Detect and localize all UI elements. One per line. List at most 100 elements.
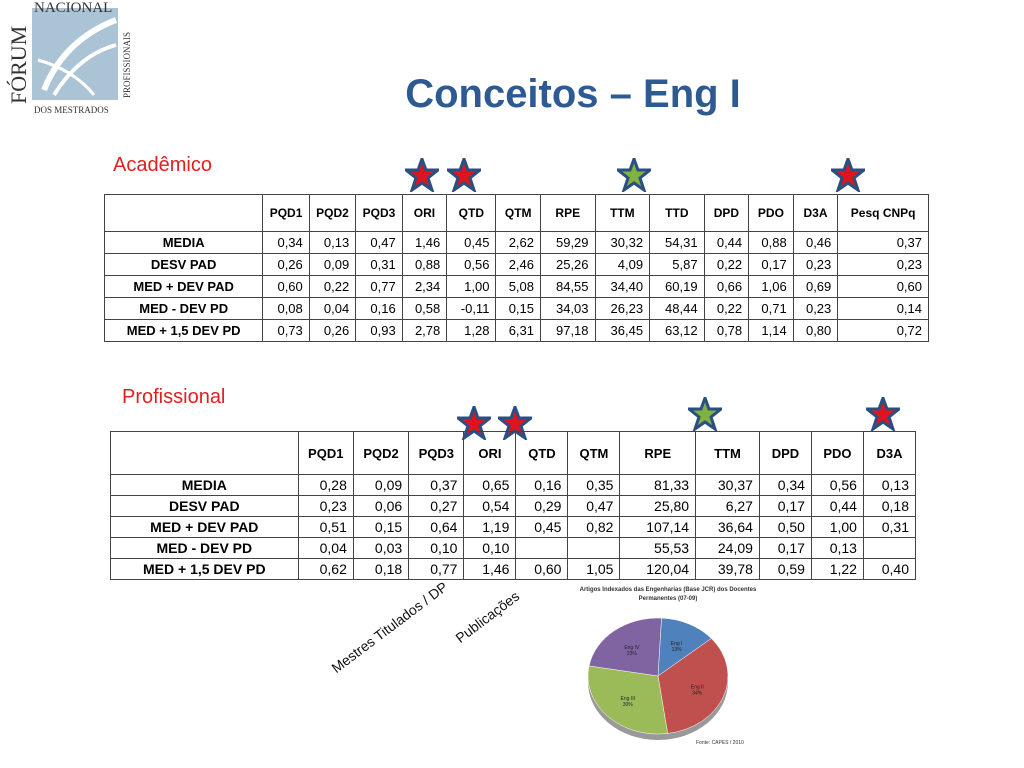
table-cell: 0,31	[355, 253, 403, 276]
table-cell: 1,14	[748, 319, 794, 342]
table-cell: 0,23	[837, 253, 929, 276]
table-cell: 0,44	[703, 231, 750, 254]
column-header: PQD2	[352, 431, 410, 475]
table-cell: 0,14	[837, 297, 929, 320]
column-header: PQD1	[297, 431, 354, 475]
table-cell: 0,77	[408, 558, 465, 580]
forum-logo: NACIONAL FÓRUM PROFISSIONAIS DOS MESTRAD…	[6, 0, 132, 115]
table-cell: 25,26	[540, 253, 596, 276]
table-cell: 1,19	[463, 516, 517, 538]
academico-table: PQD1 PQD2 PQD3 ORI QTD QTM RPE TTM TTD DPD PDO D3A P…	[103, 194, 929, 342]
table-cell: 0,16	[515, 474, 569, 496]
row-label: MED + DEV PAD	[110, 516, 299, 538]
table-cell: 0,46	[792, 231, 839, 254]
table-cell: 2,62	[495, 231, 541, 254]
table-cell: -0,11	[446, 297, 497, 320]
table-cell: 81,33	[619, 474, 697, 496]
table-cell: 0,65	[463, 474, 517, 496]
red-star-icon	[866, 397, 900, 431]
pie-slice	[657, 617, 712, 677]
table-row: MED + DEV PAD 0,60 0,22 0,77 2,34 1,00 5,08 84,…	[103, 275, 929, 298]
table-cell: 0,15	[352, 516, 410, 538]
corner-header	[110, 431, 299, 475]
logo-top-text: NACIONAL	[34, 0, 112, 16]
column-header: PDO	[748, 194, 794, 232]
table-cell: 2,78	[401, 319, 448, 342]
table-cell: 24,09	[695, 537, 760, 559]
pie-svg: Eng I 13% Eng II 34% Eng III 30% Eng IV 23%	[588, 617, 729, 740]
column-header: PDO	[810, 431, 864, 475]
pie-chart: Artigos Indexados das Engenharias (Base …	[568, 586, 768, 756]
pie-slice	[588, 617, 662, 677]
table-cell: 0,60	[262, 275, 310, 298]
table-cell: 1,46	[401, 231, 448, 254]
column-header: RPE	[619, 431, 697, 475]
table-cell: 0,58	[401, 297, 448, 320]
table-cell: 0,22	[308, 275, 357, 298]
table-cell: 4,09	[594, 253, 651, 276]
logo-left-text: FÓRUM	[6, 26, 31, 104]
table-cell: 34,03	[540, 297, 596, 320]
table-cell: 0,04	[297, 537, 354, 559]
slide-title: Conceitos – Eng I	[405, 72, 741, 116]
table-cell: 0,03	[352, 537, 410, 559]
table-cell: 0,73	[262, 319, 310, 342]
table-cell: 0,72	[837, 319, 929, 342]
column-header: RPE	[540, 194, 596, 232]
table-cell: 0,22	[703, 253, 750, 276]
pie-label: Eng I 13%	[671, 641, 683, 653]
table-cell	[862, 537, 917, 559]
table-cell: 1,05	[567, 558, 621, 580]
red-star-icon	[831, 158, 865, 192]
table-cell: 1,22	[810, 558, 864, 580]
table-cell: 0,26	[308, 319, 357, 342]
table-cell: 97,18	[540, 319, 596, 342]
table-cell: 0,44	[810, 495, 864, 517]
table-cell: 34,40	[594, 275, 651, 298]
table-cell: 1,00	[810, 516, 864, 538]
column-header: QTD	[446, 194, 497, 232]
table-cell: 0,27	[408, 495, 465, 517]
table-cell: 63,12	[649, 319, 705, 342]
table-cell: 0,62	[297, 558, 354, 580]
table-cell: 0,50	[758, 516, 812, 538]
table-row: MED + 1,5 DEV PD 0,62 0,18 0,77 1,46 0,60 1,05…	[110, 558, 917, 580]
table-cell: 2,46	[495, 253, 541, 276]
publicacoes-annotation: Publicações	[452, 587, 523, 646]
table-cell: 0,47	[355, 231, 403, 254]
table-cell: 39,78	[695, 558, 760, 580]
table-cell: 0,17	[758, 537, 812, 559]
column-header: ORI	[463, 431, 517, 475]
column-header: ORI	[401, 194, 448, 232]
table-cell: 60,19	[649, 275, 705, 298]
pie-label: Eng III 30%	[621, 696, 635, 708]
table-cell: 0,18	[352, 558, 410, 580]
table-cell: 0,26	[262, 253, 310, 276]
pie-slice	[588, 665, 668, 735]
table-cell: 1,46	[463, 558, 517, 580]
table-cell: 0,08	[262, 297, 310, 320]
row-label: MED + DEV PAD	[103, 275, 264, 298]
table-cell: 0,10	[463, 537, 517, 559]
column-header: TTM	[695, 431, 760, 475]
table-row: MED - DEV PD 0,08 0,04 0,16 0,58 -0,11 0,15 34,…	[103, 297, 929, 320]
table-cell: 0,59	[758, 558, 812, 580]
row-label: MED - DEV PD	[103, 297, 264, 320]
pie-label: Eng II 34%	[691, 684, 704, 696]
table-cell: 0,77	[355, 275, 403, 298]
table-cell: 0,13	[862, 474, 917, 496]
table-cell: 0,56	[446, 253, 497, 276]
table-cell: 36,45	[594, 319, 651, 342]
table-cell: 0,51	[297, 516, 354, 538]
table-cell: 0,28	[297, 474, 354, 496]
academico-label: Acadêmico	[113, 154, 212, 176]
table-row: MED + 1,5 DEV PD 0,73 0,26 0,93 2,78 1,28 6,31…	[103, 319, 929, 342]
column-header: D3A	[862, 431, 917, 475]
table-cell: 0,16	[355, 297, 403, 320]
row-label: DESV PAD	[103, 253, 264, 276]
table-cell: 0,56	[810, 474, 864, 496]
table-cell: 0,31	[862, 516, 917, 538]
logo-right-text: PROFISSIONAIS	[122, 32, 132, 98]
column-header: QTM	[567, 431, 621, 475]
pie-source: Fonte: CAPES / 2010	[696, 740, 744, 746]
